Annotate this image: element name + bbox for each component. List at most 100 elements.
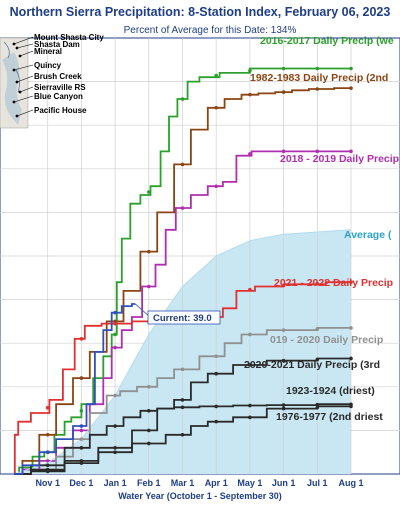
map-station-dot	[15, 114, 19, 118]
series-marker	[281, 66, 286, 71]
series-label: 2020-2021 Daily Precip (3rd	[244, 359, 380, 371]
series-marker	[214, 105, 218, 110]
plot-area	[0, 37, 400, 475]
series-marker	[113, 310, 117, 315]
map-station-label: Shasta Dam	[34, 40, 80, 49]
series-label: 2021 - 2022 Daily Precip	[274, 277, 393, 289]
map-station-label: Sierraville RS	[34, 83, 86, 92]
series-marker	[113, 446, 117, 450]
series-marker	[180, 398, 185, 402]
x-axis-label: Water Year (October 1 - September 30)	[118, 491, 282, 501]
series-label: 2016-2017 Daily Precip (we	[260, 35, 394, 47]
x-tick-label: Jan 1	[104, 478, 127, 488]
series-line-1	[14, 87, 351, 475]
map-leader	[16, 43, 34, 49]
series-marker	[248, 415, 252, 420]
map-leader	[13, 36, 34, 45]
series-marker	[147, 385, 151, 389]
series-marker	[281, 403, 286, 407]
series-marker	[248, 152, 252, 156]
series-marker	[45, 450, 50, 455]
series-marker	[281, 149, 286, 154]
series-marker	[147, 190, 151, 194]
chart-title: Northern Sierra Precipitation: 8-Station…	[10, 5, 391, 19]
series-marker	[248, 92, 252, 97]
x-tick-label: Apr 1	[205, 478, 228, 488]
series-marker	[113, 424, 117, 428]
x-tick-label: Mar 1	[171, 478, 195, 488]
series-marker	[315, 327, 320, 331]
series-marker	[147, 428, 151, 433]
series-marker	[113, 332, 117, 337]
series-marker	[214, 354, 218, 359]
series-marker	[214, 184, 218, 189]
map-leader	[13, 64, 34, 71]
map-rivers	[3, 41, 20, 93]
x-tick-label: Jun 1	[272, 478, 296, 488]
series-marker	[79, 428, 84, 433]
current-callout-box	[147, 310, 221, 325]
series-marker	[315, 87, 320, 91]
series-marker	[79, 337, 84, 341]
series-marker	[113, 321, 117, 326]
map-station-label: Brush Creek	[34, 72, 82, 81]
map-leader	[13, 95, 34, 103]
series-marker	[281, 90, 286, 94]
series-marker	[79, 424, 84, 428]
series-line-9	[14, 303, 136, 475]
series-marker	[45, 432, 50, 437]
series-marker	[281, 328, 286, 332]
series-marker	[147, 441, 151, 446]
series-marker	[45, 459, 50, 463]
series-marker	[349, 356, 353, 361]
series-marker	[281, 283, 286, 288]
map-station-label: Mount Shasta City	[34, 33, 104, 42]
x-tick-label: Jul 1	[307, 478, 328, 488]
map-station-dot	[12, 68, 16, 72]
series-marker	[281, 406, 286, 411]
series-marker	[349, 326, 353, 330]
series-marker	[180, 432, 185, 437]
series-marker	[315, 281, 320, 286]
series-marker	[147, 284, 151, 289]
map-station-label: Pacific House	[34, 106, 87, 115]
series-marker	[147, 408, 151, 413]
series-label: 1976-1977 (2nd driest	[276, 411, 383, 423]
x-tick-label: May 1	[237, 478, 262, 488]
series-marker	[180, 405, 185, 410]
series-marker	[113, 393, 117, 398]
map-station-label: Quincy	[34, 61, 62, 70]
series-label: Average (	[344, 229, 392, 241]
series-marker	[214, 371, 218, 376]
series-marker	[79, 408, 84, 413]
x-tick-label: Feb 1	[137, 478, 161, 488]
series-marker	[281, 358, 286, 363]
series-marker	[79, 376, 84, 380]
map-water	[2, 52, 22, 125]
series-marker	[248, 287, 252, 292]
series-label: 1923-1924 (driest)	[286, 385, 375, 397]
chart-subtitle: Percent of Average for this Date: 134%	[124, 25, 297, 36]
series-marker	[349, 66, 353, 71]
series-marker	[45, 405, 50, 410]
series-marker	[79, 437, 84, 441]
series-marker	[147, 249, 151, 254]
map-station-dot	[15, 46, 19, 50]
series-line-6	[14, 357, 351, 475]
series-label: 1982-1983 Daily Precip (2nd	[250, 72, 388, 84]
series-marker	[214, 404, 218, 409]
x-tick-label: Dec 1	[69, 478, 93, 488]
map-station-dot	[18, 90, 22, 94]
map-station-dot	[12, 42, 16, 46]
series-marker	[349, 86, 353, 90]
series-marker	[45, 463, 50, 468]
series-marker	[349, 149, 353, 154]
x-tick-label: Aug 1	[338, 478, 363, 488]
series-marker	[315, 66, 320, 71]
series-marker	[45, 469, 50, 474]
map-leader	[16, 109, 34, 117]
series-marker	[180, 97, 185, 101]
series-marker	[113, 345, 117, 350]
series-marker	[248, 363, 252, 367]
